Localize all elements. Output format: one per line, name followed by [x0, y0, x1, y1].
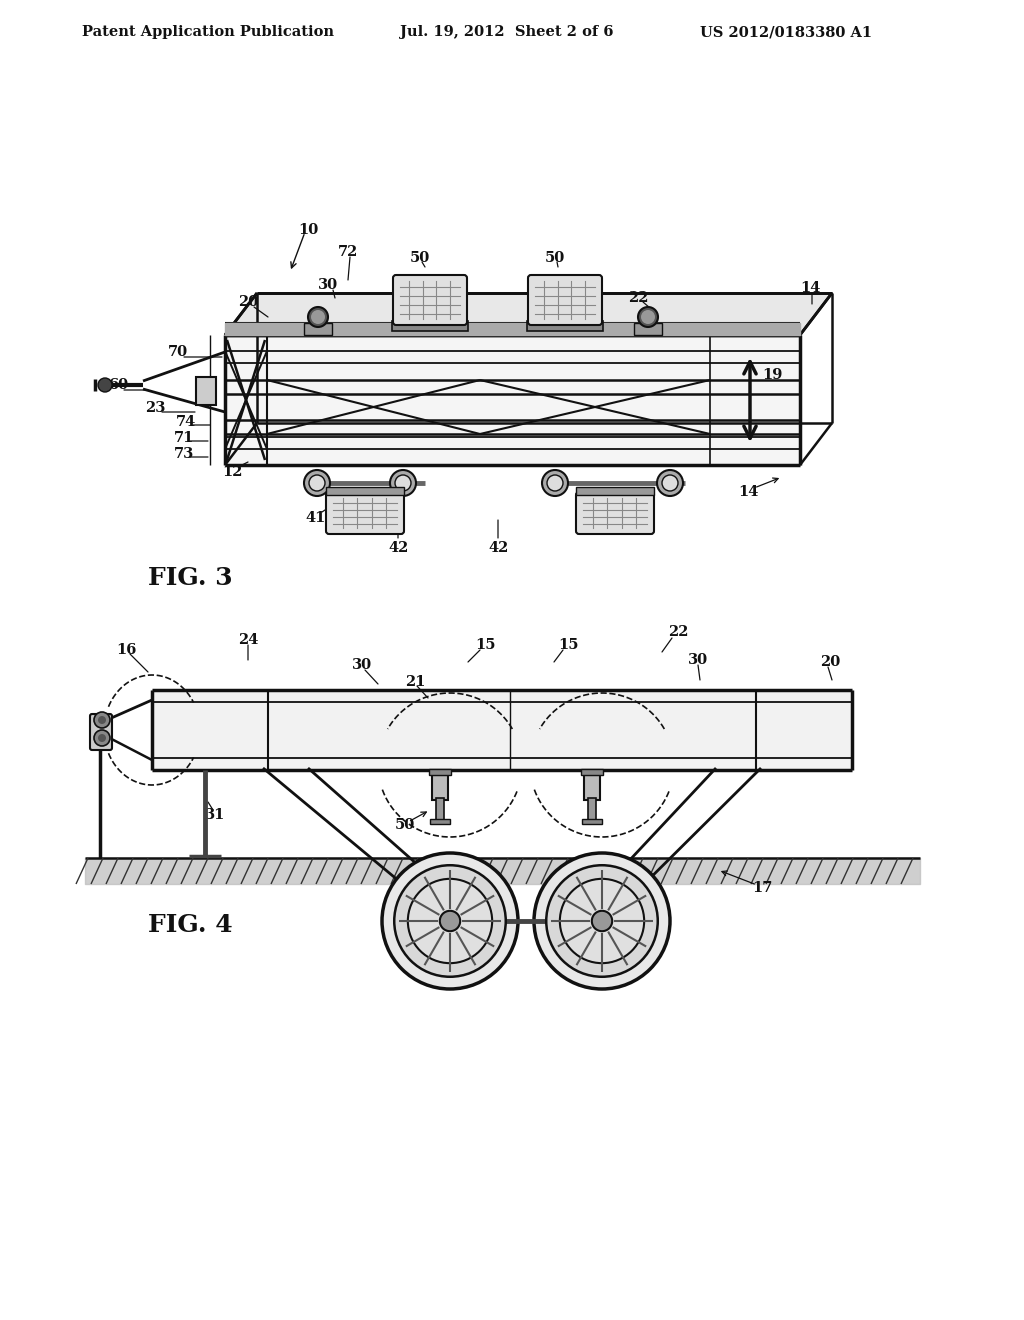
- Circle shape: [534, 853, 670, 989]
- FancyBboxPatch shape: [528, 275, 602, 325]
- Text: 20: 20: [820, 655, 841, 669]
- Bar: [588, 797, 596, 820]
- Text: 21: 21: [406, 675, 426, 689]
- Circle shape: [408, 879, 493, 964]
- Text: 14: 14: [800, 281, 820, 294]
- Polygon shape: [225, 293, 831, 335]
- Circle shape: [304, 470, 330, 496]
- Polygon shape: [225, 323, 800, 335]
- Circle shape: [98, 378, 112, 392]
- Bar: [430, 818, 450, 824]
- Bar: [584, 775, 600, 800]
- Text: 15: 15: [558, 638, 579, 652]
- FancyBboxPatch shape: [393, 275, 467, 325]
- Text: 14: 14: [738, 484, 759, 499]
- Text: 60: 60: [108, 378, 128, 392]
- Text: 10: 10: [298, 223, 318, 238]
- Circle shape: [98, 734, 106, 742]
- Text: 23: 23: [145, 401, 165, 414]
- Text: 50: 50: [410, 251, 430, 265]
- Circle shape: [546, 865, 657, 977]
- Circle shape: [308, 308, 328, 327]
- Circle shape: [382, 853, 518, 989]
- Text: 17: 17: [752, 880, 772, 895]
- Text: 24: 24: [238, 634, 258, 647]
- Text: 70: 70: [168, 345, 188, 359]
- Bar: [196, 378, 216, 405]
- Text: 30: 30: [318, 279, 338, 292]
- Circle shape: [311, 310, 325, 323]
- Text: 74: 74: [176, 414, 197, 429]
- Text: 30: 30: [688, 653, 709, 667]
- Circle shape: [94, 711, 110, 729]
- Circle shape: [638, 308, 658, 327]
- Bar: [432, 775, 449, 800]
- Bar: [581, 770, 603, 775]
- Text: 42: 42: [488, 541, 508, 554]
- Bar: [152, 690, 852, 770]
- Text: 31: 31: [205, 808, 225, 822]
- Text: 22: 22: [628, 290, 648, 305]
- Text: 42: 42: [388, 541, 409, 554]
- Circle shape: [439, 911, 460, 931]
- FancyBboxPatch shape: [90, 714, 112, 750]
- Text: 72: 72: [338, 246, 358, 259]
- Circle shape: [592, 911, 612, 931]
- Text: 16: 16: [116, 643, 136, 657]
- Circle shape: [641, 310, 655, 323]
- Text: FIG. 4: FIG. 4: [148, 913, 232, 937]
- Text: Jul. 19, 2012  Sheet 2 of 6: Jul. 19, 2012 Sheet 2 of 6: [400, 25, 613, 40]
- Text: Patent Application Publication: Patent Application Publication: [82, 25, 334, 40]
- Circle shape: [560, 879, 644, 964]
- Text: 19: 19: [762, 368, 782, 381]
- Bar: [225, 335, 800, 465]
- Bar: [429, 770, 451, 775]
- Circle shape: [542, 470, 568, 496]
- Text: 73: 73: [174, 447, 195, 461]
- Text: 12: 12: [222, 465, 243, 479]
- Text: 50: 50: [545, 251, 565, 265]
- Bar: [582, 818, 602, 824]
- Bar: [436, 797, 444, 820]
- Circle shape: [94, 730, 110, 746]
- Bar: [326, 487, 404, 495]
- Text: 50: 50: [395, 818, 416, 832]
- Circle shape: [390, 470, 416, 496]
- FancyBboxPatch shape: [326, 492, 404, 535]
- Text: 41: 41: [305, 511, 326, 525]
- Text: 41: 41: [602, 511, 623, 525]
- Circle shape: [662, 475, 678, 491]
- Bar: [527, 321, 603, 331]
- Bar: [575, 487, 654, 495]
- FancyBboxPatch shape: [575, 492, 654, 535]
- Text: 20: 20: [238, 294, 258, 309]
- Bar: [392, 321, 468, 331]
- Text: US 2012/0183380 A1: US 2012/0183380 A1: [700, 25, 872, 40]
- Text: 71: 71: [174, 432, 195, 445]
- Text: FIG. 3: FIG. 3: [148, 566, 232, 590]
- Circle shape: [547, 475, 563, 491]
- Circle shape: [395, 475, 411, 491]
- Bar: [304, 323, 332, 335]
- Text: 30: 30: [352, 657, 372, 672]
- Circle shape: [98, 715, 106, 723]
- Text: 15: 15: [475, 638, 496, 652]
- Circle shape: [394, 865, 506, 977]
- Circle shape: [309, 475, 325, 491]
- Text: 22: 22: [668, 624, 688, 639]
- Bar: [634, 323, 662, 335]
- Circle shape: [657, 470, 683, 496]
